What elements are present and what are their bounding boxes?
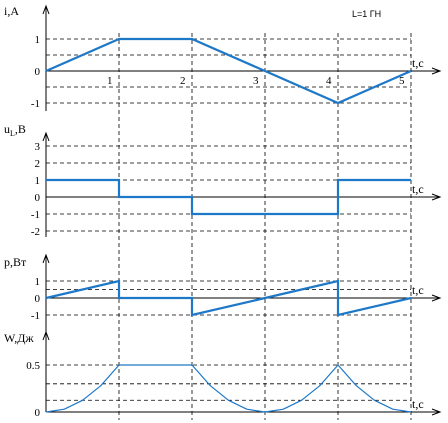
series-line [46, 178, 411, 216]
y-tick-label: 2 [35, 158, 41, 170]
y-axis-title: uL,B [4, 122, 26, 138]
y-tick-label: 0 [35, 293, 41, 305]
y-tick-label: -1 [31, 310, 40, 322]
chart-panels: 1 0 -1 i,A t,c 1 2 3 4 5 3 2 1 0 -1 -2 uL,B t,c 1 0 -1 p,Вт t,… [4, 4, 442, 420]
x-axis-title: t,c [412, 283, 424, 297]
x-axis-arrow [431, 193, 442, 201]
series-line [45, 364, 412, 413]
y-tick-label: 1 [35, 34, 41, 46]
x-axis-title: t,c [412, 397, 424, 411]
chart-panel-2: 3 2 1 0 -1 -2 uL,B t,c [4, 122, 442, 238]
x-tick-label: 2 [180, 75, 186, 87]
y-tick-label: 0 [35, 66, 41, 78]
y-axis-title: i,A [4, 4, 19, 18]
x-tick-label: 1 [107, 75, 113, 87]
y-axis-arrow [42, 4, 50, 15]
x-tick-label: 3 [253, 75, 259, 87]
y-tick-label: 0 [35, 192, 41, 204]
y-axis-title: W,Дж [4, 331, 34, 345]
x-tick-label: 4 [326, 75, 332, 87]
series-line [45, 279, 412, 317]
chart-panel-4: 0.5 0 W,Дж t,c [4, 330, 442, 419]
chart-panel-3: 1 0 -1 p,Вт t,c [4, 253, 442, 338]
y-tick-label: -1 [31, 98, 40, 110]
x-axis-title: t,c [412, 56, 424, 70]
y-axis-arrow [42, 131, 50, 142]
y-tick-label: -1 [31, 209, 40, 221]
chart-panel-1: 1 0 -1 i,A t,c 1 2 3 4 5 [4, 4, 442, 111]
x-axis-arrow [431, 294, 442, 302]
y-axis-title: p,Вт [4, 255, 27, 269]
y-tick-label: 3 [35, 141, 41, 153]
y-axis-title-subscript: L [10, 129, 15, 138]
y-tick-label: 1 [35, 175, 41, 187]
series-line [45, 37, 412, 105]
x-axis-arrow [431, 408, 442, 416]
y-tick-label: -2 [31, 226, 40, 238]
x-axis-title: t,c [412, 182, 424, 196]
x-axis-arrow [431, 67, 442, 75]
y-axis-title-unit: ,B [15, 122, 26, 136]
y-axis-arrow [42, 253, 50, 264]
y-axis-arrow [42, 330, 50, 341]
y-tick-label: 0 [35, 407, 41, 419]
x-tick-label: 5 [399, 75, 405, 87]
y-tick-label: 1 [35, 276, 41, 288]
inductance-note: L=1 ГН [352, 9, 381, 19]
y-tick-label: 0.5 [26, 360, 40, 372]
